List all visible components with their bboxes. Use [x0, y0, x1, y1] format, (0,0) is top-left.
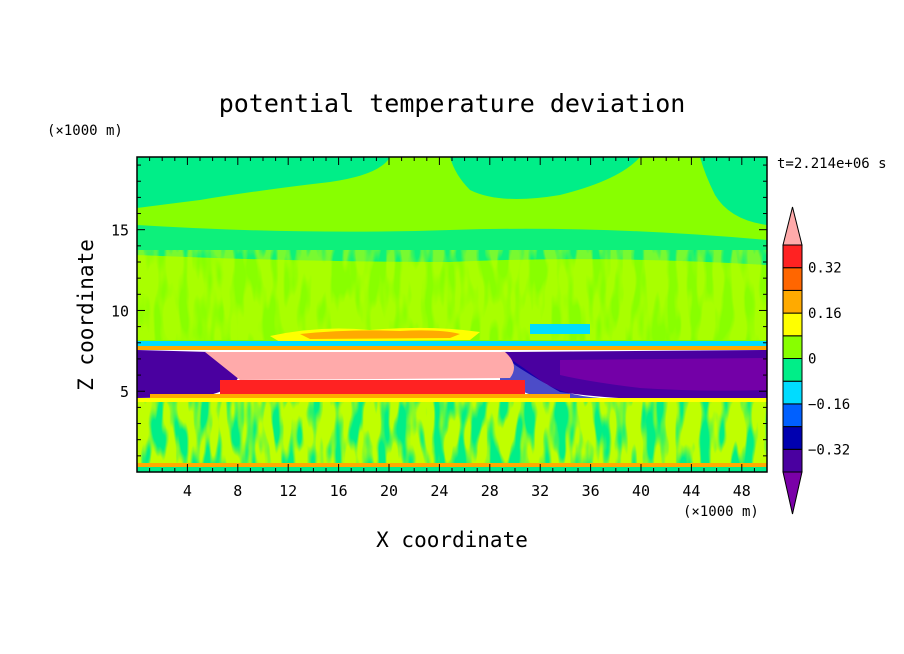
y-unit-label: (×1000 m): [47, 123, 123, 139]
colorbar-segment: [782, 403, 803, 428]
colorbar-tick-label: 0.32: [808, 261, 842, 277]
left-cold: [137, 350, 238, 398]
colorbar-segment: [782, 380, 803, 405]
y-tick-label: 10: [111, 302, 129, 320]
edge-band: [137, 346, 767, 350]
upper-texture: [137, 250, 767, 340]
x-tick-label: 48: [733, 482, 751, 500]
lower-texture: [137, 402, 767, 464]
colorbar-tick-label: −0.16: [808, 397, 850, 413]
colorbar: 0.32 0.16 0 −0.16 −0.32: [782, 206, 850, 515]
colorbar-segment: [782, 244, 803, 269]
warm-band: [220, 380, 525, 394]
x-tick-label: 4: [183, 482, 192, 500]
colorbar-segment: [782, 289, 803, 314]
colorbar-tick-label: 0: [808, 352, 816, 368]
colorbar-segment: [782, 358, 803, 382]
y-axis-title: Z coordinate: [74, 239, 98, 391]
colorbar-tick-label: 0.16: [808, 306, 842, 322]
x-tick-label: 20: [380, 482, 398, 500]
x-tick-label: 24: [430, 482, 448, 500]
x-tick-label: 32: [531, 482, 549, 500]
upper-patch-1: [137, 157, 390, 208]
warm-band-edge-2: [137, 398, 767, 402]
y-tick-label: 5: [120, 383, 129, 401]
colorbar-extend-min: [782, 471, 803, 515]
x-unit-label: (×1000 m): [683, 504, 759, 520]
warm-core: [205, 352, 514, 380]
upper-patch-3: [700, 157, 767, 225]
x-tick-label: 40: [632, 482, 650, 500]
colorbar-segment: [782, 267, 803, 291]
colorbar-segment: [782, 335, 803, 359]
x-tick-label: 8: [233, 482, 242, 500]
colorbar-extend-max: [782, 206, 803, 246]
x-tick-label: 12: [279, 482, 297, 500]
x-tick-label: 16: [330, 482, 348, 500]
warm-streak-2: [300, 330, 460, 339]
warm-band-edge: [150, 394, 570, 398]
colorbar-segment: [782, 312, 803, 337]
colorbar-segment: [782, 426, 803, 450]
x-axis: 4 8 12 16 20 24 28 32 36 40 44 48: [149, 157, 755, 500]
x-tick-label: 36: [582, 482, 600, 500]
time-label: t=2.214e+06 s: [777, 156, 887, 172]
right-cold-deep: [560, 358, 767, 391]
contour-field: [137, 157, 767, 472]
cyan-band: [137, 341, 767, 347]
colorbar-tick-label: −0.32: [808, 442, 850, 458]
y-tick-label: 15: [111, 222, 129, 240]
upper-patch-2: [450, 157, 640, 199]
x-tick-label: 44: [682, 482, 700, 500]
x-axis-title: X coordinate: [376, 528, 528, 552]
ground-line: [137, 463, 767, 467]
cyan-band-2: [530, 324, 590, 334]
chart-title: potential temperature deviation: [219, 89, 686, 118]
y-axis: 5 10 15: [111, 164, 767, 457]
x-tick-label: 28: [481, 482, 499, 500]
colorbar-segment: [782, 448, 803, 473]
